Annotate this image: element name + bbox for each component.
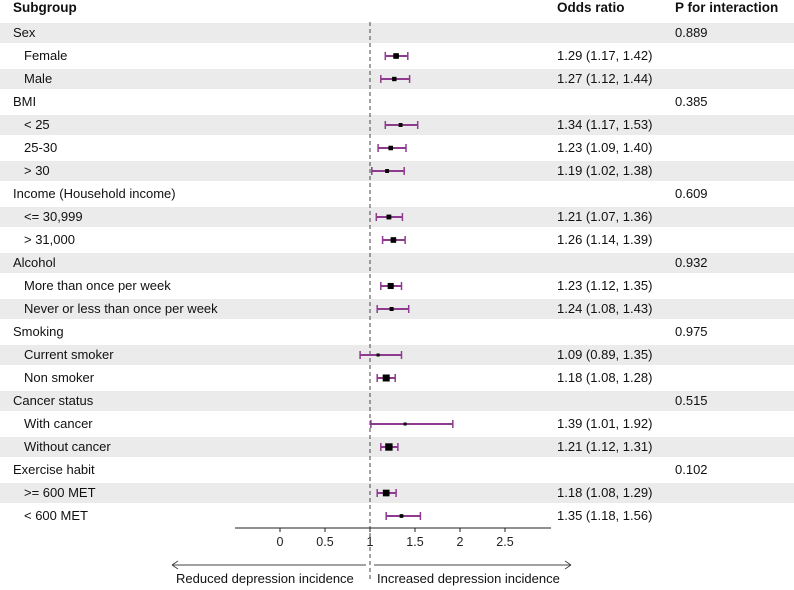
odds-ratio-text: 1.21 (1.07, 1.36) (557, 209, 653, 224)
odds-ratio-point (385, 169, 390, 173)
odds-ratio-text: 1.18 (1.08, 1.29) (557, 485, 653, 500)
x-tick-label: 1 (367, 535, 374, 549)
p-value: 0.385 (675, 94, 708, 109)
p-value: 0.889 (675, 25, 708, 40)
odds-ratio-point (385, 443, 393, 451)
odds-ratio-point (376, 353, 380, 357)
odds-ratio-point (392, 76, 397, 82)
x-tick-label: 0 (277, 535, 284, 549)
x-tick-label: 2.5 (496, 535, 513, 549)
reduced-direction-label: Reduced depression incidence (176, 571, 354, 586)
x-tick-label: 1.5 (406, 535, 423, 549)
increased-direction-label: Increased depression incidence (377, 571, 560, 586)
p-value: 0.975 (675, 324, 708, 339)
group-label: Income (Household income) (13, 186, 176, 201)
odds-ratio-header: Odds ratio (557, 0, 625, 15)
subgroup-label: More than once per week (24, 278, 171, 293)
p-value: 0.102 (675, 462, 708, 477)
p-interaction-header: P for interaction (675, 0, 779, 15)
subgroup-label: Current smoker (24, 347, 114, 362)
group-label: Smoking (13, 324, 64, 339)
subgroup-label: Male (24, 71, 53, 86)
odds-ratio-point (399, 514, 404, 518)
odds-ratio-point (382, 489, 390, 497)
odds-ratio-point (382, 374, 390, 382)
subgroup-label: Without cancer (24, 439, 111, 454)
group-label: Alcohol (13, 255, 56, 270)
odds-ratio-point (403, 422, 407, 426)
odds-ratio-point (398, 123, 403, 127)
row-band (0, 253, 794, 273)
odds-ratio-text: 1.23 (1.12, 1.35) (557, 278, 653, 293)
odds-ratio-text: 1.26 (1.14, 1.39) (557, 232, 653, 247)
row-band (0, 23, 794, 43)
odds-ratio-point (387, 282, 394, 290)
odds-ratio-text: 1.24 (1.08, 1.43) (557, 301, 653, 316)
odds-ratio-text: 1.35 (1.18, 1.56) (557, 508, 653, 523)
subgroup-label: Never or less than once per week (24, 301, 218, 316)
odds-ratio-text: 1.18 (1.08, 1.28) (557, 370, 653, 385)
odds-ratio-text: 1.29 (1.17, 1.42) (557, 48, 653, 63)
row-band (0, 391, 794, 411)
odds-ratio-text: 1.34 (1.17, 1.53) (557, 117, 653, 132)
odds-ratio-point (390, 237, 397, 243)
subgroup-label: Non smoker (24, 370, 95, 385)
odds-ratio-point (388, 145, 393, 151)
subgroup-header: Subgroup (13, 0, 77, 15)
subgroup-label: 25-30 (24, 140, 58, 155)
row-band (0, 483, 794, 503)
subgroup-label: > 31,000 (24, 232, 75, 247)
odds-ratio-text: 1.19 (1.02, 1.38) (557, 163, 653, 178)
odds-ratio-point (393, 53, 399, 59)
group-label: Cancer status (13, 393, 94, 408)
subgroup-label: < 600 MET (24, 508, 88, 523)
odds-ratio-point (386, 214, 392, 220)
x-tick-label: 2 (457, 535, 464, 549)
odds-ratio-text: 1.09 (0.89, 1.35) (557, 347, 653, 362)
x-tick-label: 0.5 (316, 535, 333, 549)
p-value: 0.932 (675, 255, 708, 270)
group-label: BMI (13, 94, 37, 109)
odds-ratio-text: 1.23 (1.09, 1.40) (557, 140, 653, 155)
odds-ratio-text: 1.27 (1.12, 1.44) (557, 71, 653, 86)
group-label: Exercise habit (13, 462, 95, 477)
subgroup-label: > 30 (24, 163, 50, 178)
p-value: 0.515 (675, 393, 708, 408)
group-label: Sex (13, 25, 36, 40)
reduced-arrowhead (171, 560, 179, 570)
subgroup-label: >= 600 MET (24, 485, 96, 500)
increased-arrowhead (564, 560, 572, 570)
subgroup-label: With cancer (24, 416, 93, 431)
odds-ratio-text: 1.21 (1.12, 1.31) (557, 439, 653, 454)
odds-ratio-text: 1.39 (1.01, 1.92) (557, 416, 653, 431)
subgroup-label: < 25 (24, 117, 50, 132)
subgroup-label: <= 30,999 (24, 209, 83, 224)
p-value: 0.609 (675, 186, 708, 201)
subgroup-label: Female (24, 48, 68, 63)
odds-ratio-point (389, 307, 394, 311)
